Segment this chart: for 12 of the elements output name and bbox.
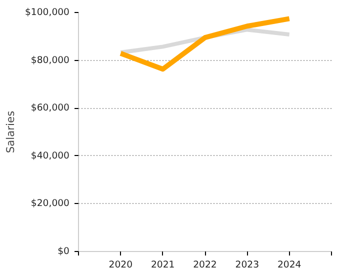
y-tick-label: $0	[58, 246, 70, 257]
y-tick-label: $60,000	[30, 102, 70, 114]
y-tick-label: $40,000	[30, 150, 70, 162]
y-tick-label: $80,000	[30, 54, 70, 66]
x-tick-label: 2023	[235, 260, 260, 270]
x-tick-label: 2021	[150, 260, 175, 270]
x-tick-label: 2022	[193, 260, 217, 270]
y-tick-label: $100,000	[24, 7, 70, 18]
y-axis-title: Salaries	[4, 110, 17, 154]
x-tick-label: 2020	[108, 260, 133, 270]
x-tick-label: 2024	[277, 260, 302, 270]
y-tick-label: $20,000	[30, 198, 70, 210]
